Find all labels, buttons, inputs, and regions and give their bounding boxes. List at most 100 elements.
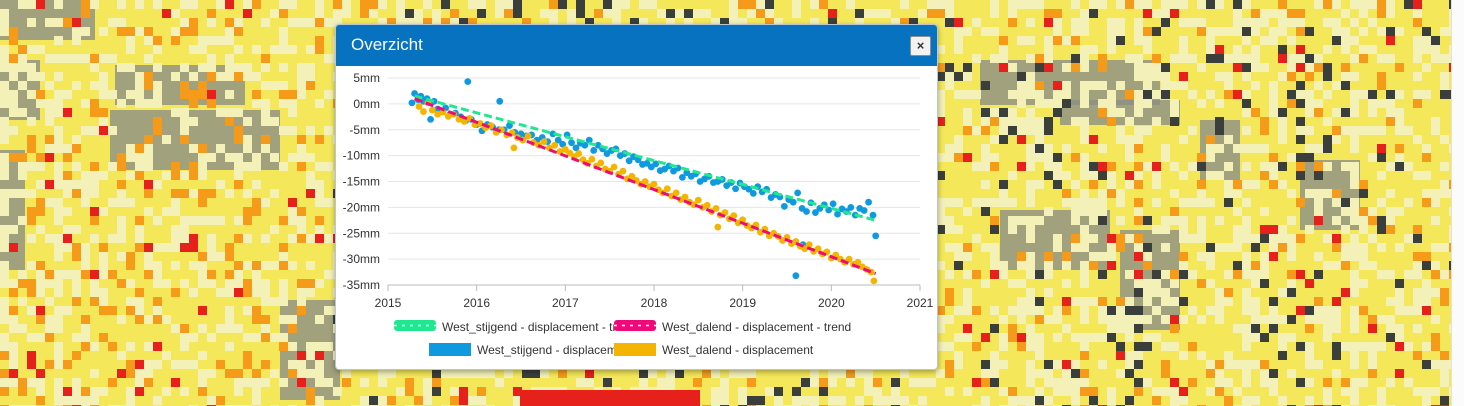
data-point[interactable] xyxy=(703,201,711,209)
data-point[interactable] xyxy=(811,209,819,216)
trend-line[interactable] xyxy=(414,97,877,276)
y-tick-label: 5mm xyxy=(353,71,380,85)
data-point[interactable] xyxy=(554,136,562,144)
x-tick-label: 2019 xyxy=(729,296,756,310)
data-point[interactable] xyxy=(714,223,722,231)
legend-item[interactable]: West_stijgend - displacement - trend xyxy=(394,320,637,334)
dialog-header[interactable]: Overzicht × xyxy=(336,25,937,66)
data-point[interactable] xyxy=(590,147,598,154)
data-point[interactable] xyxy=(420,108,427,116)
data-point[interactable] xyxy=(814,245,822,253)
data-point[interactable] xyxy=(619,167,627,175)
data-point[interactable] xyxy=(829,200,837,208)
overview-dialog: Overzicht × 5mm 0mm -5mm -10mm -15mm -20mm -25… xyxy=(335,24,938,370)
data-point[interactable] xyxy=(415,103,423,110)
displacement-chart: 5mm 0mm -5mm -10mm -15mm -20mm -25mm -30mm -35mm… xyxy=(343,71,934,357)
x-tick-label: 2016 xyxy=(463,296,490,310)
data-point[interactable] xyxy=(872,232,880,240)
data-point[interactable] xyxy=(575,150,583,157)
legend-label[interactable]: West_stijgend - displacement - trend xyxy=(442,320,637,334)
scrollbar[interactable] xyxy=(1451,0,1464,406)
data-point[interactable] xyxy=(730,212,738,220)
data-point[interactable] xyxy=(585,136,593,144)
legend-label[interactable]: West_dalend - displacement xyxy=(662,343,814,357)
data-point[interactable] xyxy=(510,144,518,152)
data-point[interactable] xyxy=(870,277,878,285)
data-point[interactable] xyxy=(650,180,658,188)
y-tick-label: -25mm xyxy=(343,226,380,240)
data-point[interactable] xyxy=(464,78,472,86)
data-point[interactable] xyxy=(496,97,504,105)
x-tick-label: 2018 xyxy=(641,296,668,310)
close-button[interactable]: × xyxy=(910,36,931,56)
data-point[interactable] xyxy=(434,110,442,118)
data-point[interactable] xyxy=(588,155,596,163)
close-icon[interactable]: × xyxy=(916,38,925,53)
data-point[interactable] xyxy=(610,163,618,171)
data-point[interactable] xyxy=(860,207,868,214)
x-tick-label: 2015 xyxy=(375,296,402,310)
data-point[interactable] xyxy=(506,122,513,130)
data-point[interactable] xyxy=(444,112,452,120)
data-point[interactable] xyxy=(847,203,855,211)
data-point[interactable] xyxy=(628,172,636,180)
legend-swatch-dashed xyxy=(614,320,656,331)
y-tick-label: -20mm xyxy=(343,200,380,214)
y-tick-label: -5mm xyxy=(349,123,380,137)
data-point[interactable] xyxy=(854,258,862,266)
data-point[interactable] xyxy=(549,130,557,138)
x-tick-label: 2021 xyxy=(907,296,934,310)
data-point[interactable] xyxy=(678,173,686,181)
series-west-dalend-displacement xyxy=(415,99,878,285)
data-point[interactable] xyxy=(792,272,800,280)
data-point[interactable] xyxy=(803,208,810,215)
data-point[interactable] xyxy=(427,116,434,123)
data-point[interactable] xyxy=(780,202,788,210)
data-point[interactable] xyxy=(794,189,802,197)
data-point[interactable] xyxy=(581,141,589,149)
data-point[interactable] xyxy=(559,140,567,148)
y-tick-label: 0mm xyxy=(353,97,380,111)
legend-label[interactable]: West_dalend - displacement - trend xyxy=(662,320,851,334)
data-point[interactable] xyxy=(540,138,548,146)
legend-item[interactable]: West_dalend - displacement - trend xyxy=(614,320,851,334)
y-tick-label: -15mm xyxy=(343,175,380,189)
legend-swatch-dashed xyxy=(394,320,436,331)
data-point[interactable] xyxy=(749,190,757,197)
data-point[interactable] xyxy=(663,185,671,193)
data-point[interactable] xyxy=(625,157,633,165)
legend-swatch xyxy=(429,343,471,356)
data-point[interactable] xyxy=(845,255,853,263)
data-point[interactable] xyxy=(568,139,575,147)
data-point[interactable] xyxy=(524,132,532,140)
data-point[interactable] xyxy=(572,144,580,152)
data-point[interactable] xyxy=(641,178,649,185)
data-point[interactable] xyxy=(869,211,877,219)
data-point[interactable] xyxy=(597,159,605,167)
y-tick-label: -35mm xyxy=(343,278,380,292)
x-tick-label: 2017 xyxy=(552,296,579,310)
data-point[interactable] xyxy=(551,141,559,149)
data-point[interactable] xyxy=(681,193,689,201)
y-tick-label: -10mm xyxy=(343,149,380,163)
x-tick-label: 2020 xyxy=(818,296,845,310)
y-tick-label: -30mm xyxy=(343,252,380,266)
data-point[interactable] xyxy=(789,198,797,206)
data-point[interactable] xyxy=(712,205,720,212)
data-point[interactable] xyxy=(834,210,841,218)
data-point[interactable] xyxy=(694,196,702,204)
legend-item[interactable]: West_stijgend - displacement xyxy=(429,343,634,357)
legend-label[interactable]: West_stijgend - displacement xyxy=(477,343,634,357)
trend-line[interactable] xyxy=(414,94,877,222)
legend-swatch xyxy=(614,343,656,356)
data-point[interactable] xyxy=(672,189,680,197)
legend-item[interactable]: West_dalend - displacement xyxy=(614,343,814,357)
data-point[interactable] xyxy=(652,160,660,168)
data-point[interactable] xyxy=(428,106,436,114)
data-point[interactable] xyxy=(439,108,447,116)
data-point[interactable] xyxy=(408,99,416,107)
data-point[interactable] xyxy=(865,198,872,206)
data-point[interactable] xyxy=(732,185,739,193)
dialog-title: Overzicht xyxy=(351,35,423,54)
data-point[interactable] xyxy=(805,241,813,249)
